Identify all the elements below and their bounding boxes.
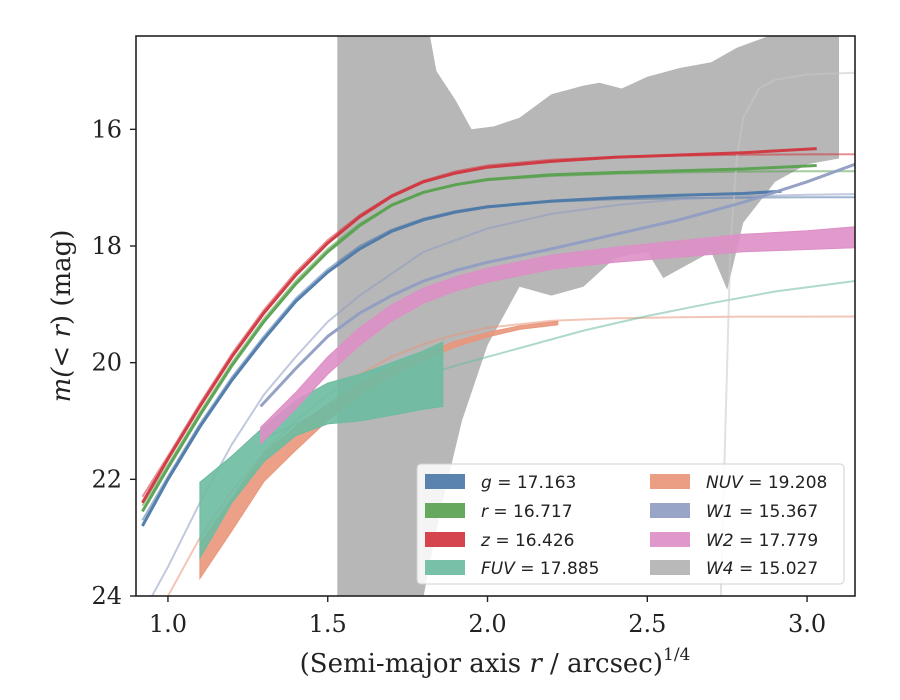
legend-swatch — [425, 474, 465, 489]
x-tick-label: 1.5 — [309, 610, 347, 638]
legend-label: r = 16.717 — [481, 502, 573, 522]
z-data-series — [141, 147, 817, 504]
y-tick-label: 22 — [91, 465, 122, 493]
legend-box — [416, 463, 845, 585]
legend-swatch — [425, 532, 465, 547]
legend-entry-g: g = 17.163 — [425, 473, 576, 493]
x-tick-label: 3.0 — [788, 610, 826, 638]
legend: g = 17.163 NUV = 19.208 r = 16.717 W1 = 15.… — [416, 463, 845, 585]
y-tick-label: 18 — [91, 232, 122, 260]
legend-label: W2 = 17.779 — [706, 531, 818, 551]
y-tick-label: 20 — [91, 349, 122, 377]
legend-label: W1 = 15.367 — [706, 502, 818, 522]
plot-area — [141, 36, 855, 596]
legend-entry-w4: W4 = 15.027 — [650, 559, 818, 579]
legend-label: z = 16.426 — [480, 531, 574, 551]
w1-data-series — [259, 162, 855, 408]
x-tick-label: 2.5 — [628, 610, 666, 638]
legend-entry-r: r = 16.717 — [425, 502, 573, 522]
r-data-series — [141, 164, 817, 513]
legend-swatch — [425, 560, 465, 575]
plot-frame — [135, 35, 856, 597]
x-axis-label: (Semi-major axis r / arcsec)1/4 — [300, 645, 691, 679]
legend-label: g = 17.163 — [481, 473, 576, 493]
legend-entry-nuv: NUV = 19.208 — [650, 473, 827, 493]
legend-label: W4 = 15.027 — [706, 559, 818, 579]
w2-data-band-series — [260, 226, 855, 446]
legend-label: NUV = 19.208 — [706, 473, 827, 493]
legend-swatch — [425, 503, 465, 518]
legend-swatch — [650, 532, 690, 547]
w4-model-series — [719, 71, 855, 596]
legend-entry-fuv: FUV = 17.885 — [425, 559, 599, 579]
y-axis: 16 18 20 22 24 — [91, 115, 136, 610]
x-axis: 1.0 1.5 2.0 2.5 3.0 — [149, 596, 826, 638]
g-data-series — [141, 189, 782, 527]
legend-entry-w2: W2 = 17.779 — [650, 531, 818, 551]
legend-label: FUV = 17.885 — [481, 559, 599, 579]
x-tick-label: 2.0 — [468, 610, 506, 638]
y-axis-label: m(< r) (mag) — [47, 230, 77, 403]
legend-swatch — [650, 560, 690, 575]
y-tick-label: 24 — [91, 582, 122, 610]
legend-entry-w1: W1 = 15.367 — [650, 502, 818, 522]
w4-uncertainty-region — [337, 36, 839, 596]
x-tick-label: 1.0 — [149, 610, 187, 638]
legend-entry-z: z = 16.426 — [425, 531, 574, 551]
legend-swatch — [650, 503, 690, 518]
y-tick-label: 16 — [91, 115, 122, 143]
legend-swatch — [650, 474, 690, 489]
